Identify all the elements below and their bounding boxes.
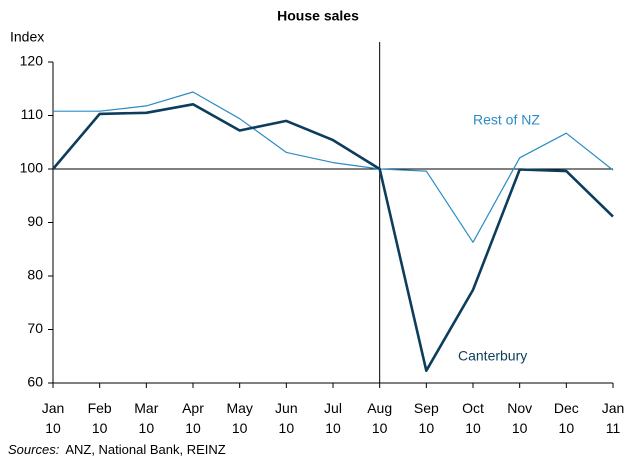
- y-tick-label: 110: [21, 106, 44, 122]
- x-tick-label-text: 10: [465, 420, 481, 436]
- chart-title: House sales: [277, 8, 359, 24]
- x-tick-label: May 10: [226, 400, 252, 436]
- y-tick-label: 60: [27, 374, 43, 390]
- x-tick-label: Sep 10: [414, 400, 439, 436]
- x-tick-label-text: 10: [232, 420, 248, 436]
- y-tick-label: 70: [27, 320, 43, 336]
- x-tick-label-text: Nov: [507, 400, 532, 416]
- x-tick-label-text: Jan: [42, 400, 65, 416]
- x-tick-label-text: Dec: [554, 400, 579, 416]
- y-tick-label: 100: [20, 160, 44, 176]
- y-tick-label: 90: [27, 213, 43, 229]
- x-tick-label-text: 10: [45, 420, 61, 436]
- x-tick-label-text: Sep: [414, 400, 439, 416]
- y-tick-label: 80: [27, 267, 43, 283]
- x-tick-label: Mar 10: [134, 400, 158, 436]
- series-line: [52, 103, 614, 372]
- x-tick-label: Jan 11: [602, 400, 625, 436]
- series-annotation: Canterbury: [458, 348, 527, 364]
- x-tick-label-text: Mar: [134, 400, 158, 416]
- x-tick-label: Oct 10: [462, 400, 484, 436]
- source-text: ANZ, National Bank, REINZ: [65, 442, 225, 457]
- x-tick-label: Nov 10: [507, 400, 532, 436]
- series-annotation: Rest of NZ: [473, 112, 540, 128]
- x-tick-label-text: 10: [185, 420, 201, 436]
- y-tick-label: 120: [20, 53, 44, 69]
- series-line: [53, 91, 614, 243]
- x-tick-label-text: 10: [512, 420, 528, 436]
- x-tick-label-text: 10: [279, 420, 295, 436]
- x-tick-label: Dec 10: [554, 400, 579, 436]
- x-tick-label-text: 10: [325, 420, 341, 436]
- x-tick-label-text: 10: [139, 420, 155, 436]
- x-tick-label-text: Aug: [367, 400, 392, 416]
- x-tick-label-text: Feb: [88, 400, 112, 416]
- x-tick-label-text: Apr: [182, 400, 204, 416]
- x-tick-label-text: Jun: [275, 400, 298, 416]
- x-tick-label: Jul 10: [324, 400, 342, 436]
- x-tick-label-text: 11: [606, 420, 621, 436]
- x-tick-label-text: May: [226, 400, 252, 416]
- x-tick-label: Aug 10: [367, 400, 392, 436]
- x-tick-label: Feb 10: [88, 400, 112, 436]
- x-tick-label-text: Oct: [462, 400, 484, 416]
- x-tick-label-text: Jul: [324, 400, 342, 416]
- source-label: Sources:: [8, 442, 60, 457]
- x-tick-label: Apr 10: [182, 400, 204, 436]
- source-note: Sources: ANZ, National Bank, REINZ: [8, 442, 226, 457]
- x-tick-label: Jan 10: [42, 400, 65, 436]
- x-tick-label-text: 10: [92, 420, 108, 436]
- x-tick-label-text: Jan: [602, 400, 625, 416]
- x-tick-label-text: 10: [372, 420, 388, 436]
- x-tick-label: Jun 10: [275, 400, 298, 436]
- x-tick-label-text: 10: [559, 420, 575, 436]
- y-axis-label: Index: [10, 29, 44, 45]
- x-tick-label-text: 10: [419, 420, 435, 436]
